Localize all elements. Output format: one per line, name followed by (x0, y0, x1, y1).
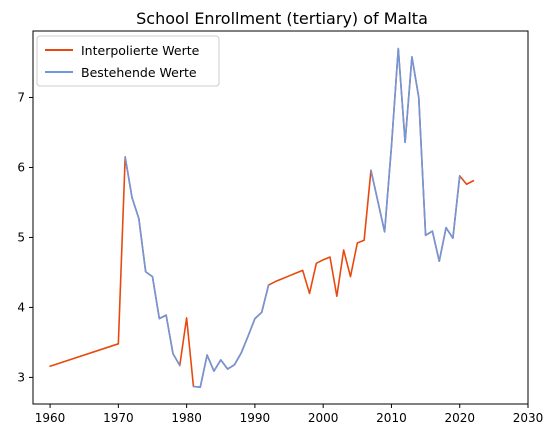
x-tick-label: 2030 (513, 411, 544, 425)
x-tick-label: 1960 (35, 411, 66, 425)
x-axis: 1960 1970 1980 1990 2000 2010 2020 2030 (35, 404, 543, 425)
legend-label-interpolated: Interpolierte Werte (81, 43, 200, 58)
x-tick-label: 1970 (103, 411, 134, 425)
series-line-interpolated (50, 49, 473, 388)
y-tick-label: 3 (17, 370, 25, 384)
x-tick-label: 2010 (376, 411, 407, 425)
series-line-existing-segment-2 (193, 285, 268, 387)
chart-title: School Enrollment (tertiary) of Malta (136, 9, 428, 28)
series-line-existing-segment-1 (125, 157, 180, 366)
y-tick-label: 7 (17, 90, 25, 104)
x-tick-label: 2020 (444, 411, 475, 425)
legend: Interpolierte Werte Bestehende Werte (37, 36, 219, 86)
legend-label-existing: Bestehende Werte (81, 65, 197, 80)
y-tick-label: 5 (17, 230, 25, 244)
y-tick-label: 4 (17, 300, 25, 314)
y-tick-label: 6 (17, 160, 25, 174)
x-tick-label: 1980 (171, 411, 202, 425)
x-tick-label: 1990 (240, 411, 271, 425)
plot-lines (50, 49, 473, 388)
series-line-existing-segment-3 (371, 49, 460, 262)
x-tick-label: 2000 (308, 411, 339, 425)
y-axis: 3 4 5 6 7 (17, 90, 33, 384)
